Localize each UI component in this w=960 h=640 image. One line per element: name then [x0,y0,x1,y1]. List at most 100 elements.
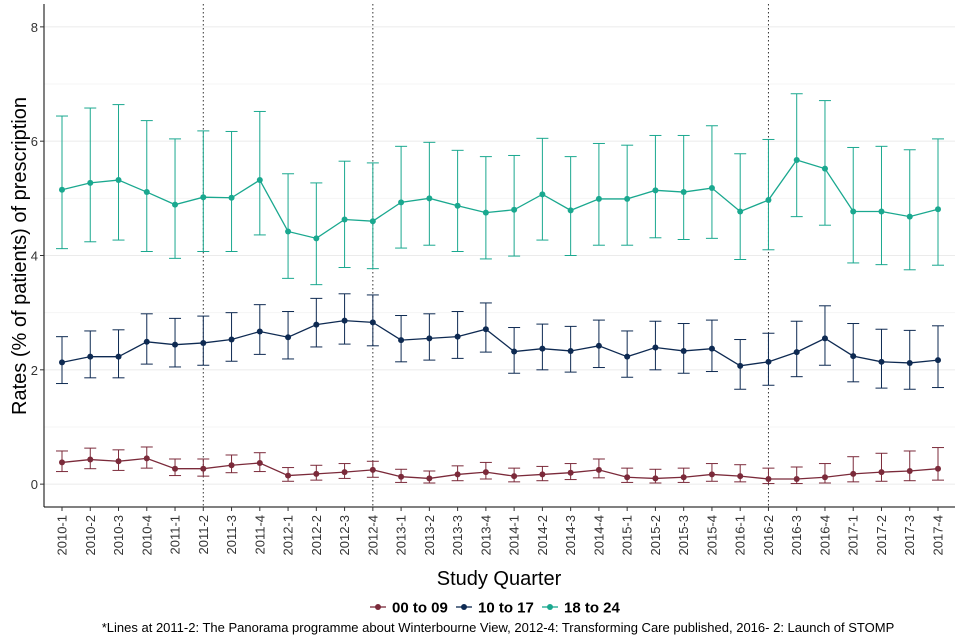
data-point [850,208,857,215]
data-point [369,218,376,225]
legend-label: 00 to 09 [392,600,448,617]
data-point [567,469,574,476]
data-point [680,189,687,196]
x-tick-label: 2011-4 [252,515,267,555]
data-point [652,344,659,351]
data-point [793,475,800,482]
data-point [708,185,715,192]
caption: *Lines at 2011-2: The Panorama programme… [102,620,895,635]
x-tick-label: 2016-3 [789,515,804,555]
data-point [454,471,461,478]
x-tick-label: 2013-1 [394,515,409,555]
data-point [793,157,800,164]
data-point [313,470,320,477]
legend-swatch-point [547,604,553,610]
data-point [143,189,150,196]
data-point [765,358,772,365]
data-point [313,321,320,328]
data-point [59,359,65,366]
y-ticks: 0 2 4 6 8 [31,20,44,492]
data-point [595,466,602,473]
data-point [567,207,574,214]
x-tick-label: 2017-1 [846,515,861,555]
data-point [511,348,518,355]
x-tick-label: 2012-2 [309,515,324,555]
y-tick-label: 6 [31,134,38,149]
x-tick-label: 2010-3 [111,515,126,555]
x-tick-label: 2014-2 [535,515,550,555]
x-tick-label: 2016-2 [761,515,776,555]
data-point [369,319,376,326]
data-point [821,335,828,342]
data-point [511,206,518,213]
data-point [850,470,857,477]
gridlines [44,26,955,485]
data-point [539,191,546,198]
data-point [878,469,885,476]
legend-label: 10 to 17 [478,600,534,617]
y-tick-label: 4 [31,249,38,264]
data-point [765,197,772,204]
data-point [256,328,263,335]
data-point [426,475,433,482]
data-point [935,465,941,472]
data-point [878,358,885,365]
data-point [87,179,94,186]
data-point [341,469,348,476]
x-tick-label: 2011-2 [196,515,211,555]
series-10-to-17 [56,293,944,390]
data-point [482,209,489,216]
data-point [59,459,65,466]
data-point [906,467,913,474]
data-point [228,194,235,201]
x-tick-label: 2013-4 [478,515,493,555]
legend-label: 18 to 24 [564,600,621,617]
x-tick-label: 2011-3 [224,515,239,555]
data-point [482,469,489,476]
legend: 00 to 09 10 to 17 18 to 24 [370,600,621,617]
data-point [595,195,602,202]
data-point [87,456,94,463]
x-tick-label: 2013-3 [450,515,465,555]
x-axis-title: Study Quarter [437,568,562,590]
data-point [935,206,941,213]
data-point [115,177,122,184]
data-point [935,357,941,364]
data-point [708,345,715,352]
x-tick-label: 2016-1 [733,515,748,555]
x-tick-label: 2010-1 [55,515,70,555]
data-point [624,353,631,360]
data-point [567,347,574,354]
data-point [398,473,405,480]
data-point [737,208,744,215]
data-point [708,471,715,478]
legend-swatch-point [461,604,467,610]
data-point [906,359,913,366]
data-point [172,341,179,348]
data-point [341,317,348,324]
x-tick-label: 2015-4 [704,515,719,555]
data-point [398,199,405,206]
x-tick-label: 2014-1 [507,515,522,555]
x-ticks: 2010-1 2010-2 2010-3 2010-4 2011-1 2011-2 2011… [55,507,946,555]
legend-item: 00 to 09 [370,600,448,617]
data-point [398,337,405,344]
legend-item: 18 to 24 [542,600,621,617]
data-point [200,465,207,472]
x-tick-label: 2014-3 [563,515,578,555]
series-line [61,457,939,480]
data-point [143,338,150,345]
data-point [454,333,461,340]
data-point [200,339,207,346]
data-point [765,475,772,482]
data-point [341,216,348,223]
data-point [821,474,828,481]
x-tick-label: 2013-2 [422,515,437,555]
data-point [87,353,94,360]
data-point [793,349,800,356]
series-line [61,320,939,367]
series-18-to-24 [56,93,944,286]
data-point [369,466,376,473]
x-tick-label: 2017-3 [902,515,917,555]
data-point [850,353,857,360]
